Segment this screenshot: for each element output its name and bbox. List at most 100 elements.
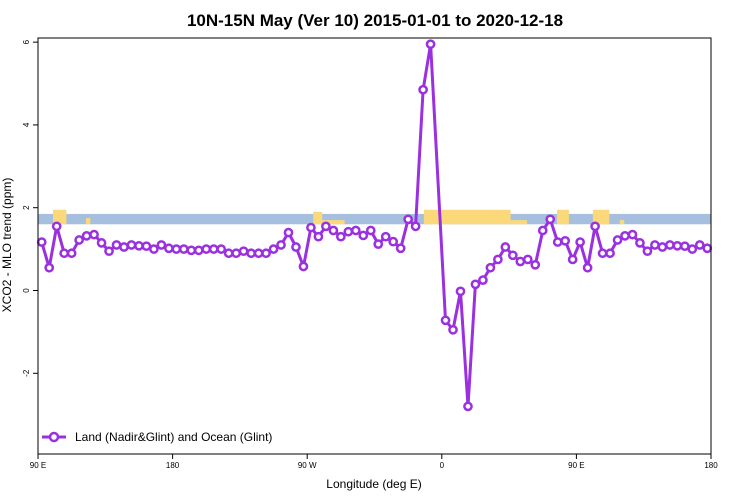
- data-point: [141, 241, 152, 252]
- data-point: [448, 324, 458, 335]
- data-point: [111, 240, 122, 250]
- data-point: [291, 242, 301, 252]
- data-point: [485, 262, 496, 273]
- ocean-band: [38, 213, 711, 225]
- data-point: [500, 242, 511, 252]
- data-point: [380, 231, 391, 242]
- data-point: [657, 242, 668, 252]
- data-point: [81, 231, 92, 241]
- land-segment: [423, 209, 511, 225]
- data-point: [582, 262, 593, 273]
- land-segment: [619, 220, 625, 225]
- y-axis-label: XCO2 - MLO trend (ppm): [0, 178, 14, 313]
- data-point: [164, 243, 174, 254]
- series-line: [40, 42, 708, 408]
- data-point: [470, 279, 481, 290]
- data-point: [515, 256, 526, 267]
- data-point: [687, 244, 698, 254]
- chart-title: 10N-15N May (Ver 10) 2015-01-01 to 2020-…: [187, 11, 563, 30]
- data-point: [59, 248, 70, 259]
- land-segment: [313, 211, 323, 225]
- data-point: [74, 235, 84, 245]
- data-point: [201, 244, 212, 254]
- data-point: [650, 240, 660, 250]
- data-point: [261, 248, 271, 259]
- data-point: [298, 261, 309, 272]
- data-point: [552, 237, 563, 247]
- y-tick-label: -2: [22, 369, 31, 377]
- data-point: [119, 242, 129, 252]
- data-point: [231, 248, 242, 259]
- data-point: [306, 222, 316, 233]
- x-axis-label: Longitude (deg E): [326, 477, 421, 491]
- y-axis: -2 0 2 4 6: [22, 39, 38, 377]
- data-point: [605, 248, 615, 259]
- data-point: [328, 225, 339, 236]
- land-segment: [592, 209, 610, 225]
- data-point: [575, 237, 585, 247]
- land-segment: [556, 209, 569, 225]
- data-point: [186, 245, 197, 256]
- data-point: [522, 254, 533, 265]
- data-point: [418, 84, 428, 95]
- data-point: [336, 231, 346, 242]
- data-point: [702, 243, 713, 254]
- land-segment: [510, 220, 528, 225]
- data-point: [246, 248, 256, 259]
- x-tick-label: 0: [440, 461, 445, 470]
- data-point: [694, 240, 705, 250]
- data-point: [51, 221, 62, 232]
- data-point: [350, 225, 361, 236]
- data-point: [171, 244, 182, 254]
- data-point: [238, 246, 249, 257]
- x-tick-label: 90 E: [30, 461, 46, 470]
- y-tick-label: 0: [22, 288, 31, 293]
- land-segment: [52, 209, 67, 225]
- y-tick-label: 4: [22, 122, 31, 127]
- data-point: [208, 244, 219, 254]
- data-point: [530, 259, 541, 270]
- y-tick-label: 2: [22, 205, 31, 210]
- data-point: [537, 225, 548, 236]
- data-point: [321, 221, 331, 232]
- data-point: [478, 275, 488, 285]
- data-point: [178, 244, 189, 254]
- data-point: [440, 315, 451, 326]
- data-point: [373, 239, 384, 249]
- x-tick-label: 180: [166, 461, 180, 470]
- data-point: [620, 231, 630, 241]
- data-point: [627, 229, 638, 240]
- legend-marker-swatch: [48, 431, 60, 443]
- data-point: [343, 226, 354, 237]
- plot-frame: [37, 37, 712, 455]
- data-point: [156, 240, 167, 250]
- data-point: [216, 244, 227, 254]
- data-point: [679, 241, 690, 252]
- data-point: [268, 244, 279, 254]
- data-point: [36, 237, 47, 247]
- x-tick-label: 180: [704, 461, 718, 470]
- data-point: [597, 248, 608, 259]
- data-point: [44, 262, 55, 273]
- data-point: [89, 229, 99, 240]
- data-point: [672, 240, 683, 251]
- data-point: [134, 240, 144, 251]
- data-point: [313, 231, 324, 242]
- data-point: [104, 246, 114, 257]
- x-axis: 90 E 180 90 W 0 90 E 180: [30, 454, 718, 470]
- series-layer: [36, 39, 713, 412]
- data-point: [493, 254, 503, 265]
- x-tick-label: 90 W: [298, 461, 317, 470]
- data-point: [283, 227, 294, 238]
- land-segment: [322, 220, 345, 225]
- data-point: [425, 39, 436, 50]
- data-point: [365, 225, 376, 236]
- land-ocean-strip: [38, 209, 711, 225]
- data-point: [410, 221, 421, 232]
- x-tick-label: 90 E: [568, 461, 584, 470]
- data-point: [358, 230, 369, 241]
- data-point: [590, 221, 600, 232]
- data-point: [66, 248, 77, 259]
- data-point: [567, 254, 578, 265]
